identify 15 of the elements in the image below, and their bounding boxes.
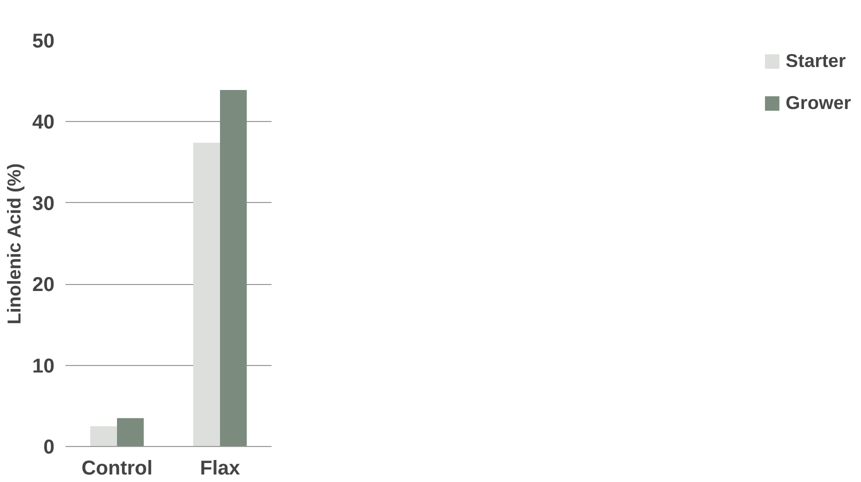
y-tick-label: 20 — [32, 274, 55, 296]
y-tick-label: 50 — [32, 30, 55, 52]
x-tick-label: Flax — [200, 458, 240, 480]
y-tick-label: 40 — [32, 112, 55, 134]
bar — [117, 418, 144, 446]
bar — [193, 142, 220, 446]
y-axis-title: Linolenic Acid (%) — [3, 163, 24, 324]
y-tick-label: 0 — [43, 436, 54, 458]
bar — [220, 90, 247, 446]
x-tick-label: Control — [81, 458, 153, 480]
y-tick-label: 10 — [32, 355, 55, 378]
y-tick-label: 30 — [32, 192, 55, 215]
bar — [90, 426, 117, 446]
legend-label: Grower — [786, 92, 851, 114]
legend-label: Starter — [786, 50, 846, 72]
